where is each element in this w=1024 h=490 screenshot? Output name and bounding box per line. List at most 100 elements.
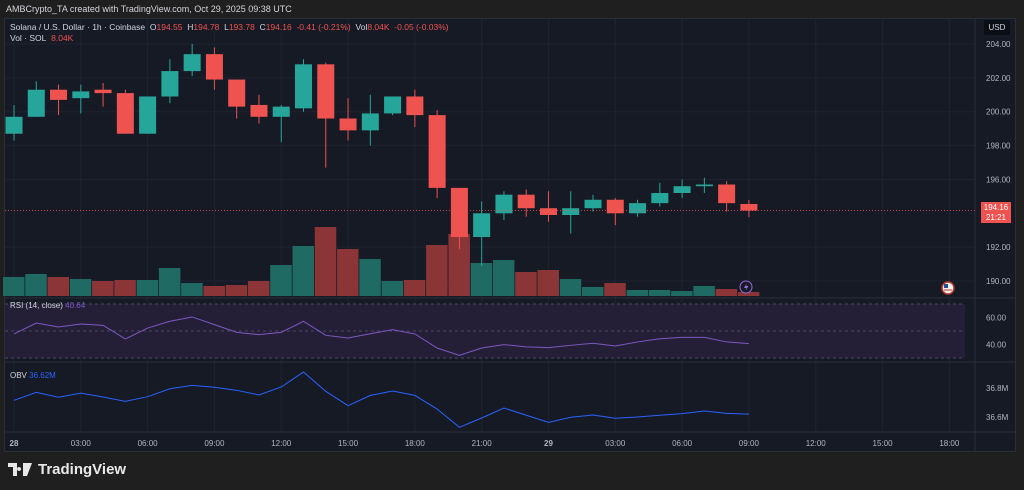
price-tick: 200.00 xyxy=(986,108,1011,117)
symbol-legend: Solana / U.S. Dollar · 1h · Coinbase O19… xyxy=(10,22,449,44)
chart-caption: AMBCrypto_TA created with TradingView.co… xyxy=(6,4,292,14)
time-tick: 09:00 xyxy=(739,439,760,448)
tradingview-logo[interactable]: TradingView xyxy=(8,461,126,478)
candle-body xyxy=(695,184,713,187)
obv-tick: 36.6M xyxy=(986,413,1009,422)
volume-bar xyxy=(582,287,604,296)
volume-bar xyxy=(693,286,715,296)
candle-body xyxy=(116,93,134,134)
rsi-value: 40.64 xyxy=(65,301,86,310)
volume-bar xyxy=(92,281,114,296)
volume-indicator-label[interactable]: Vol · SOL xyxy=(10,33,47,43)
time-tick: 06:00 xyxy=(672,439,693,448)
time-tick: 12:00 xyxy=(806,439,827,448)
close-label: C xyxy=(259,22,266,32)
last-price-tag: 194.16 21:21 xyxy=(981,202,1011,223)
tradingview-logo-icon xyxy=(8,462,32,476)
low-value: 193.78 xyxy=(228,22,255,32)
candle-body xyxy=(272,106,290,117)
candle-body xyxy=(629,203,647,214)
price-tick: 190.00 xyxy=(986,277,1011,286)
volume-bar xyxy=(69,279,92,296)
volume-bar xyxy=(492,260,515,296)
candle-body xyxy=(384,96,402,114)
volume-bar xyxy=(337,249,359,296)
candle-body xyxy=(228,79,246,107)
volume-bar xyxy=(203,286,225,296)
time-tick: 18:00 xyxy=(939,439,960,448)
candle-body xyxy=(139,96,157,134)
rsi-line xyxy=(13,316,749,356)
volume-bar xyxy=(270,265,292,296)
volume-bar xyxy=(114,280,136,296)
candle-body xyxy=(317,64,335,119)
volume-bar xyxy=(537,270,559,296)
time-tick: 03:00 xyxy=(71,439,92,448)
volume-bar xyxy=(47,277,70,296)
price-tick: 204.00 xyxy=(986,40,1011,49)
time-tick: 06:00 xyxy=(138,439,159,448)
candle-body xyxy=(94,89,112,94)
volume-bar xyxy=(314,227,337,296)
open-value: 194.55 xyxy=(156,22,183,32)
close-value: 194.16 xyxy=(265,22,292,32)
candle-body xyxy=(495,194,513,214)
volume-bar xyxy=(715,289,738,296)
vol-value: 8.04K xyxy=(367,22,390,32)
volume-bar xyxy=(515,272,537,296)
high-label: H xyxy=(187,22,194,32)
candle-body xyxy=(539,208,557,215)
volume-bar xyxy=(381,281,404,296)
change-value: -0.41 (-0.21%) xyxy=(296,22,351,32)
obv-label: OBV xyxy=(10,371,27,380)
candle-body xyxy=(517,194,535,209)
rsi-legend[interactable]: RSI (14, close) 40.64 xyxy=(10,301,85,310)
vol-change: -0.05 (-0.03%) xyxy=(394,22,449,32)
candle-body xyxy=(651,192,669,204)
candle-body xyxy=(27,89,45,117)
price-tick: 198.00 xyxy=(986,142,1011,151)
volume-bar xyxy=(158,268,181,296)
time-tick: 03:00 xyxy=(605,439,626,448)
time-tick: 12:00 xyxy=(271,439,292,448)
symbol-name[interactable]: Solana / U.S. Dollar · 1h · Coinbase xyxy=(10,22,146,32)
currency-button[interactable]: USD xyxy=(984,20,1010,35)
volume-indicator-value: 8.04K xyxy=(51,33,74,43)
price-tick: 192.00 xyxy=(986,243,1011,252)
volume-bar xyxy=(359,259,381,296)
volume-bar xyxy=(247,281,270,296)
time-tick: 09:00 xyxy=(204,439,225,448)
time-tick: 15:00 xyxy=(338,439,359,448)
last-price: 194.16 xyxy=(983,203,1009,212)
obv-tick: 36.8M xyxy=(986,384,1009,393)
volume-bar xyxy=(403,280,426,296)
high-value: 194.78 xyxy=(193,22,220,32)
volume-bar xyxy=(626,290,649,296)
candle-body xyxy=(473,213,491,238)
time-tick: 21:00 xyxy=(472,439,493,448)
lightning-event-icon xyxy=(739,280,753,294)
flag-canton xyxy=(944,284,948,288)
price-tick: 196.00 xyxy=(986,175,1011,184)
obv-legend[interactable]: OBV 36.62M xyxy=(10,371,56,380)
volume-bar xyxy=(604,283,626,296)
candle-body xyxy=(606,199,624,214)
candle-body xyxy=(50,89,68,100)
candle-body xyxy=(183,54,201,72)
volume-bar xyxy=(181,283,203,296)
candle-body xyxy=(428,115,446,188)
candle-body xyxy=(205,54,223,80)
volume-bar xyxy=(225,285,248,296)
volume-bar xyxy=(671,291,693,296)
candle-body xyxy=(584,199,602,209)
candle-body xyxy=(72,91,90,99)
candle-body xyxy=(250,104,268,117)
time-tick: 29 xyxy=(544,439,553,448)
time-tick: 28 xyxy=(10,439,19,448)
candle-body xyxy=(5,116,23,134)
rsi-label: RSI (14, close) xyxy=(10,301,63,310)
brand-name: TradingView xyxy=(38,461,127,478)
volume-bar xyxy=(3,277,25,296)
lightning-glyph xyxy=(744,283,749,291)
